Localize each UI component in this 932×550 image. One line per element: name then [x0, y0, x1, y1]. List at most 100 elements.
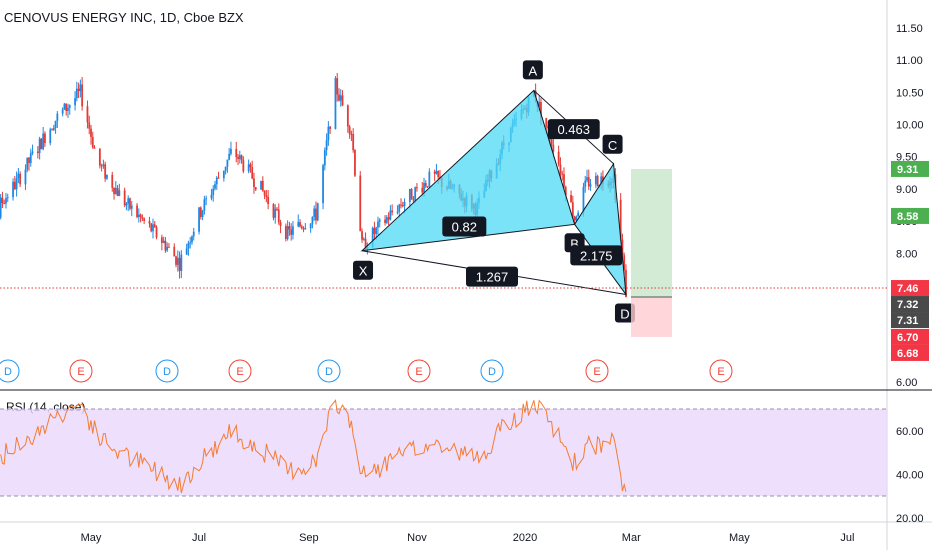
candle-body [586, 177, 588, 181]
candle-body [286, 226, 289, 239]
price-label-6-68 [891, 344, 929, 361]
candle-body [224, 166, 227, 171]
ratio-label-text: 0.463 [557, 122, 590, 137]
candle-body [302, 228, 305, 230]
candle-body [334, 78, 337, 129]
candle-body [153, 224, 156, 228]
candle-body [168, 246, 170, 248]
candle-body [141, 216, 144, 219]
pattern-point-c-text: C [608, 138, 617, 153]
earnings-marker [69, 359, 93, 383]
pattern-point-x [353, 260, 374, 280]
candle-body [253, 178, 255, 188]
candle-body [56, 113, 59, 121]
candle-body [86, 106, 89, 123]
candle-body [352, 134, 355, 151]
ratio-label [547, 119, 600, 140]
candle-body [371, 227, 374, 247]
candle-body [118, 190, 121, 196]
candle-body [191, 236, 193, 243]
candle-body [389, 210, 392, 220]
candle-body [130, 205, 133, 209]
candle-body [373, 227, 376, 234]
candle-body [150, 223, 153, 232]
candle-body [242, 160, 245, 172]
event-marker-text: D [163, 366, 171, 378]
candle-body [6, 197, 9, 199]
candle-body [403, 202, 406, 207]
price-label-7-46 [891, 280, 929, 297]
price-tick-label: 11.00 [896, 55, 923, 67]
price-tick-label: 10.50 [896, 87, 924, 99]
price-label-6-70 [891, 328, 929, 345]
candle-body [277, 209, 280, 223]
candle-body [391, 210, 394, 213]
candle-body [68, 105, 71, 108]
candle-body [261, 180, 264, 191]
event-marker-text: E [415, 366, 422, 378]
rsi-band [0, 409, 887, 496]
candle-body [148, 220, 151, 224]
price-label-8-58 [891, 207, 929, 224]
ratio-label-text: 1.267 [476, 270, 509, 285]
pattern-point-a-text: A [529, 63, 538, 78]
price-label-text: 6.70 [897, 332, 918, 344]
candle-body [222, 170, 225, 179]
candle-body [102, 164, 105, 166]
candle-body [384, 219, 386, 223]
candle-body [573, 216, 576, 221]
candle-body [272, 204, 275, 218]
candle-body [423, 182, 425, 193]
candle-body [309, 223, 312, 229]
price-label-text: 7.31 [897, 315, 918, 327]
candle-body [51, 129, 53, 131]
candle-body [274, 208, 277, 218]
candle-body [315, 208, 317, 221]
candle-body [173, 246, 176, 257]
candle-body [63, 103, 66, 110]
price-tick-label: 10.00 [896, 120, 924, 132]
candle-body [623, 255, 626, 270]
candle-body [619, 199, 622, 240]
candle-body [300, 226, 303, 229]
candle-body [1, 197, 4, 204]
candle-body [19, 173, 22, 185]
candle-body [426, 186, 429, 188]
candle-body [155, 227, 158, 238]
candle-body [288, 226, 291, 230]
candle-body [180, 254, 183, 271]
dividend-marker [480, 359, 504, 383]
candle-body [137, 214, 140, 218]
candle-body [15, 178, 18, 190]
ratio-label-text: 0.82 [452, 220, 477, 235]
candle-body [228, 153, 231, 160]
candle-body [215, 177, 218, 185]
time-tick-label: 2020 [513, 532, 537, 544]
candle-body [348, 126, 351, 134]
candle-body [77, 88, 80, 92]
candle-body [28, 157, 30, 164]
candle-body [304, 228, 307, 230]
candle-body [125, 203, 128, 206]
candle-body [557, 151, 560, 165]
rsi-tick-label: 60.00 [896, 426, 924, 438]
candle-body [359, 175, 362, 232]
candle-body [214, 184, 216, 189]
candle-body [589, 184, 592, 187]
time-tick-label: May [81, 532, 102, 544]
pattern-point-x-text: X [359, 264, 368, 279]
candle-body [29, 153, 32, 164]
time-tick-label: Jul [840, 532, 854, 544]
candle-body [361, 231, 363, 240]
candle-body [346, 105, 349, 127]
pattern-point-d-text: D [620, 306, 629, 321]
candle-body [67, 107, 69, 111]
earnings-marker [585, 359, 609, 383]
candle-body [199, 207, 202, 217]
candle-body [185, 248, 188, 255]
candle-body [596, 176, 599, 187]
candle-body [36, 151, 39, 154]
candle-body [139, 214, 142, 217]
candle-body [49, 129, 52, 144]
